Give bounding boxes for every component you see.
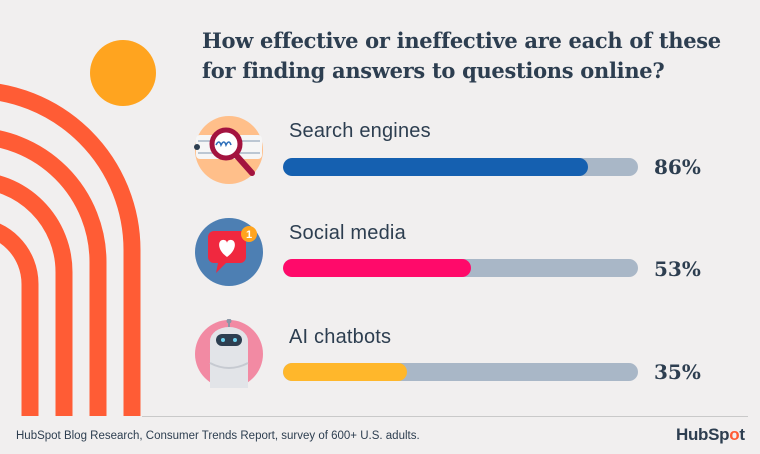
sun-circle-decoration [90,40,156,106]
footer-divider [142,416,748,417]
value-label: 35% [654,360,701,384]
bar-row-social-media: 1 Social media 53% [0,214,760,304]
bar-track [283,259,638,277]
bar-track [283,363,638,381]
bar-ai-chatbots [283,363,408,381]
arch-rings-decoration [0,83,141,416]
chart-title-line-2: for finding answers to questions online? [202,58,665,83]
chart-title-line-1: How effective or ineffective are each of… [202,28,721,53]
magnifying-glass-icon [194,116,263,184]
robot-icon [195,319,263,388]
notification-count: 1 [246,229,252,241]
value-label: 86% [654,155,701,179]
heart-notification-icon: 1 [195,218,263,286]
hubspot-logo: HubSpot [676,425,745,445]
bar-social-media [283,259,472,277]
chart-title: How effective or ineffective are each of… [202,26,722,86]
category-label: Social media [289,222,406,244]
category-label: Search engines [289,120,431,142]
bar-search-engines [283,158,589,176]
brand-text-end: t [739,425,745,444]
bar-row-ai-chatbots: AI chatbots 35% [0,316,760,406]
source-note: HubSpot Blog Research, Consumer Trends R… [16,430,420,442]
brand-text-start: HubSp [676,425,730,444]
bar-track [283,158,638,176]
value-label: 53% [654,257,701,281]
brand-sprocket-letter: o [729,425,740,444]
category-label: AI chatbots [289,326,392,348]
bar-row-search-engines: Search engines 86% [0,112,760,202]
